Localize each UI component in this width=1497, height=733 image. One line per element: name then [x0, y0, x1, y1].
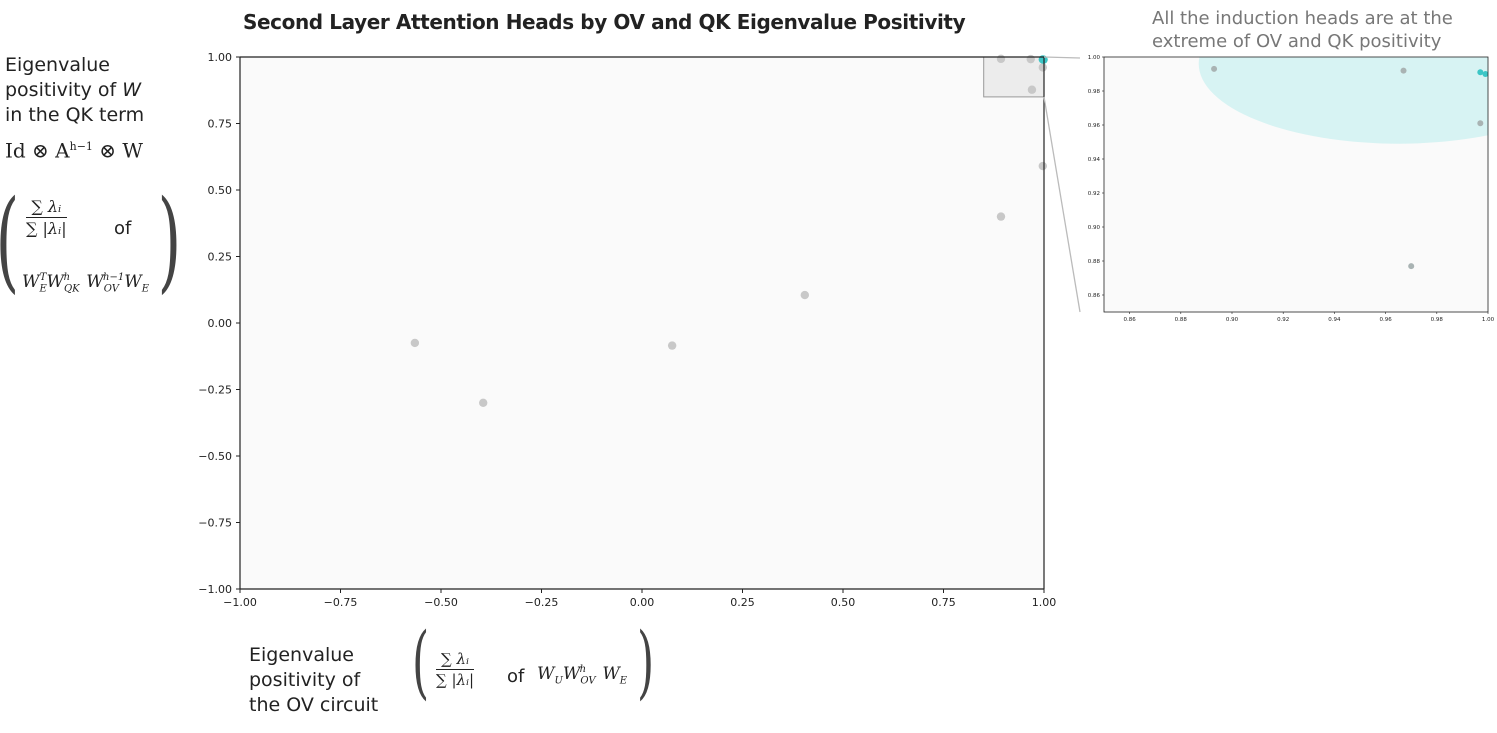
inset-induction-point-1: [1482, 71, 1488, 77]
inset-frame: [1103, 56, 1489, 313]
inset-x-tick-label: 0.98: [1431, 317, 1444, 323]
inset-x-tick-label: 0.92: [1277, 317, 1289, 323]
x-label-matrix: WUWOVh WE: [537, 664, 628, 687]
inset-y-tick-label: 0.94: [1088, 157, 1101, 163]
inset-x-tick-label: 0.88: [1175, 317, 1188, 323]
zoom-connector-bottom: [1043, 96, 1081, 313]
inset-y-tick-label: 0.90: [1088, 225, 1101, 231]
y-axis-label: Eigenvalue positivity of W in the QK ter…: [5, 53, 205, 164]
head-point-1: [479, 398, 488, 407]
inset-y-tick-label: 1.00: [1088, 55, 1101, 61]
inset-y-tick-label: 0.86: [1088, 293, 1101, 299]
y-label-left-paren: (: [0, 185, 19, 295]
y-tick-label: 0.50: [208, 184, 233, 197]
inset-induction-point-0: [1477, 69, 1484, 76]
inset-x-tick-label: 0.96: [1379, 317, 1392, 323]
y-tick-label: −0.25: [198, 384, 232, 397]
y-label-qk-term: Id ⊗ Ah−1 ⊗ W: [5, 138, 143, 163]
inset-y-tick-label: 0.88: [1088, 259, 1101, 265]
induction-highlight-region: [1198, 57, 1488, 144]
head-point-2: [667, 341, 677, 350]
y-label-fraction: ∑ λᵢ ∑ |λᵢ|: [26, 197, 67, 238]
inset-x-tick-label: 0.90: [1226, 317, 1239, 323]
main-plot-area: [240, 57, 1044, 589]
y-tick-label: 0.00: [208, 317, 233, 330]
x-tick-label: 0.50: [831, 596, 856, 609]
y-tick-label: −0.50: [198, 450, 232, 463]
inset-x-tick-label: 0.86: [1123, 317, 1136, 323]
x-label-of: of: [507, 666, 525, 687]
induction-annotation: All the induction heads are at the extre…: [1152, 8, 1453, 52]
inset-y-tick-label: 0.98: [1088, 89, 1101, 95]
head-point-9: [1038, 63, 1047, 72]
inset-head-point-1: [1400, 67, 1407, 74]
head-point-3: [800, 290, 810, 300]
x-tick-label: −0.75: [324, 596, 358, 609]
inset-y-tick-label: 0.92: [1088, 191, 1100, 197]
x-label-fraction: ∑ λᵢ ∑ |λᵢ|: [436, 650, 475, 689]
y-label-line2: positivity of W: [5, 79, 141, 101]
inset-x-tick-label: 0.94: [1328, 317, 1341, 323]
y-tick-label: 0.25: [208, 251, 233, 264]
x-label-right-paren: ): [637, 615, 655, 708]
x-tick-label: −0.25: [525, 596, 559, 609]
x-tick-label: 0.75: [931, 596, 956, 609]
head-point-0: [410, 338, 420, 348]
head-point-6: [996, 54, 1006, 64]
y-label-line1: Eigenvalue: [5, 54, 110, 76]
x-tick-label: −1.00: [223, 596, 257, 609]
y-label-right-paren: ): [157, 176, 182, 304]
zoom-connector-top: [1043, 56, 1081, 59]
x-axis-label: Eigenvalue positivity of the OV circuit: [249, 643, 409, 718]
x-label-line3: the OV circuit: [249, 694, 379, 716]
x-tick-label: 0.25: [730, 596, 755, 609]
inset-head-point-2: [1408, 263, 1415, 270]
y-tick-label: 1.00: [208, 51, 233, 64]
x-tick-label: 0.00: [630, 596, 655, 609]
y-label-matrix: WETWQKh WOVh−1WE: [22, 272, 149, 295]
inset-x-tick-label: 1.00: [1482, 317, 1495, 323]
chart-title: Second Layer Attention Heads by OV and Q…: [243, 10, 966, 34]
head-point-8: [1027, 85, 1037, 94]
y-label-of: of: [114, 218, 132, 239]
x-tick-label: 1.00: [1032, 596, 1057, 609]
y-tick-label: 0.75: [208, 118, 233, 131]
inset-y-tick-label: 0.96: [1088, 123, 1101, 129]
inset-head-point-3: [1477, 120, 1484, 127]
y-tick-label: −0.75: [198, 517, 232, 530]
inset-head-point-0: [1211, 65, 1218, 72]
y-tick-label: −1.00: [198, 583, 232, 596]
head-point-4: [996, 212, 1006, 221]
x-label-left-paren: (: [412, 615, 430, 708]
x-tick-label: −0.50: [424, 596, 458, 609]
x-label-line2: positivity of: [249, 669, 361, 691]
head-point-7: [1026, 54, 1035, 64]
y-label-line3: in the QK term: [5, 104, 145, 126]
x-label-line1: Eigenvalue: [249, 644, 354, 666]
head-point-5: [1038, 161, 1047, 171]
